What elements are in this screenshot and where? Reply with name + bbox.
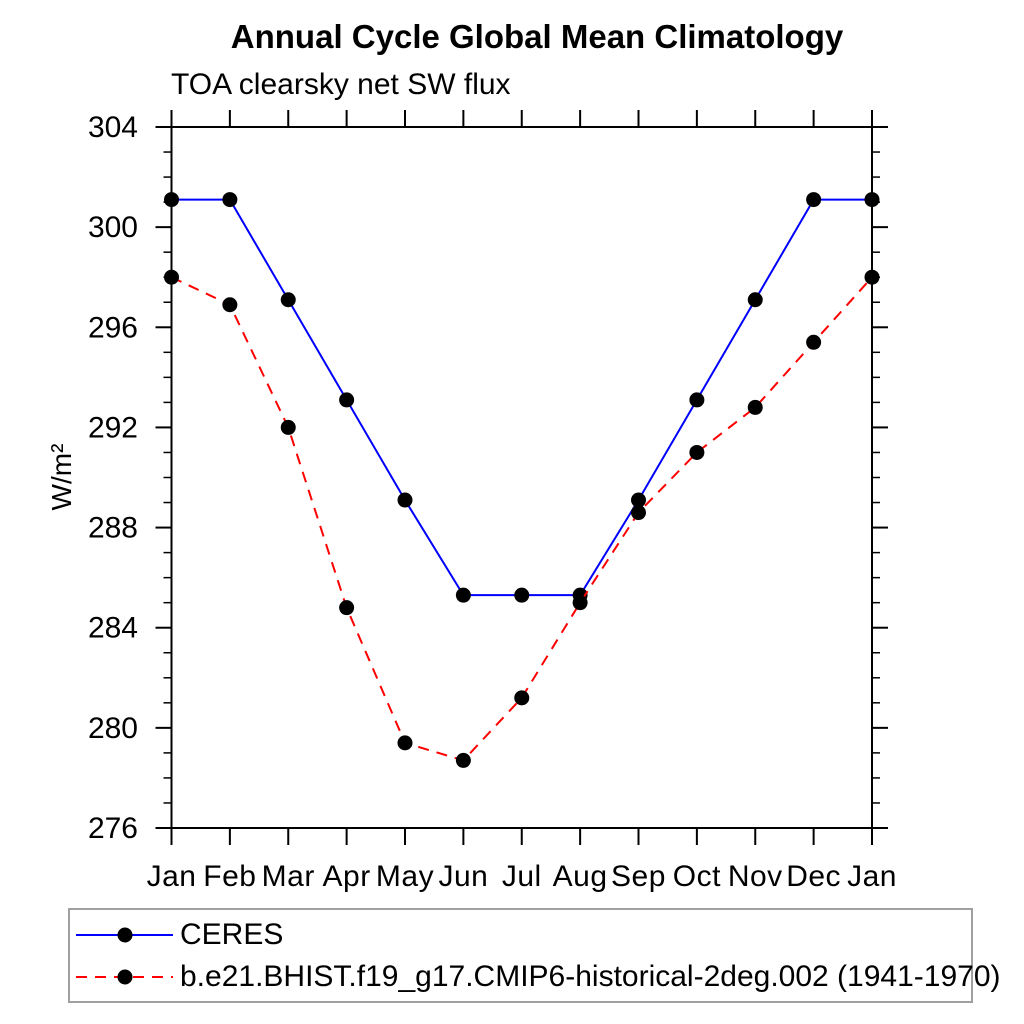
data-point-marker: [806, 334, 822, 350]
data-point-marker: [339, 392, 355, 408]
legend-marker-dot: [117, 927, 133, 943]
data-point-marker: [280, 292, 296, 308]
y-tick-label: 280: [88, 712, 138, 745]
legend-item-ceres: CERES: [70, 914, 971, 956]
y-tick-label: 288: [88, 512, 138, 545]
x-tick-label: Jan: [147, 860, 197, 893]
data-point-marker: [864, 192, 880, 208]
x-tick-label: Oct: [673, 860, 721, 893]
legend-marker-dot: [117, 969, 133, 985]
data-point-marker: [514, 690, 530, 706]
x-tick-label: Jan: [847, 860, 897, 893]
y-tick-label: 300: [88, 211, 138, 244]
y-tick-label: 284: [88, 612, 138, 645]
legend-line-sample-ceres: [76, 927, 173, 943]
data-point-marker: [339, 600, 355, 616]
x-tick-label: Jul: [502, 860, 542, 893]
chart-subtitle: TOA clearsky net SW flux: [171, 68, 511, 101]
x-tick-label: Feb: [203, 860, 256, 893]
data-point-marker: [455, 752, 471, 768]
data-point-marker: [164, 192, 179, 208]
x-tick-label: Mar: [262, 860, 315, 893]
series-line-1: [171, 276, 873, 762]
data-point-marker: [280, 419, 296, 435]
y-tick-label: 304: [88, 111, 138, 144]
data-point-marker: [397, 735, 413, 751]
y-tick-label: 292: [88, 411, 138, 444]
legend-item-model: b.e21.BHIST.f19_g17.CMIP6-historical-2de…: [70, 956, 1001, 998]
data-point-marker: [572, 595, 588, 611]
data-point-marker: [689, 444, 705, 460]
data-point-marker: [806, 192, 822, 208]
x-tick-label: Apr: [323, 860, 371, 893]
x-tick-label: Jun: [438, 860, 488, 893]
data-point-marker: [864, 269, 880, 285]
data-point-marker: [747, 399, 763, 415]
y-tick-label: 296: [88, 311, 138, 344]
y-tick-label: 276: [88, 812, 138, 845]
x-tick-label: Dec: [786, 860, 841, 893]
legend-line-sample-model: [76, 969, 173, 985]
chart-title: Annual Cycle Global Mean Climatology: [230, 18, 844, 55]
legend-label-ceres: CERES: [180, 918, 284, 951]
series-line-0: [171, 198, 872, 597]
legend-box: CERES b.e21.BHIST.f19_g17.CMIP6-historic…: [68, 908, 1001, 1003]
plot-frame: [170, 126, 873, 829]
x-tick-label: Sep: [611, 860, 666, 893]
data-point-marker: [397, 492, 413, 508]
data-point-marker: [164, 269, 179, 285]
data-point-marker: [455, 587, 471, 603]
x-tick-label: Aug: [553, 860, 608, 893]
x-tick-label: May: [376, 860, 434, 893]
data-point-marker: [631, 492, 646, 508]
legend-label-model: b.e21.BHIST.f19_g17.CMIP6-historical-2de…: [180, 960, 1001, 993]
x-tick-label: Nov: [728, 860, 783, 893]
data-point-marker: [222, 192, 238, 208]
data-point-marker: [689, 392, 705, 408]
data-point-marker: [514, 587, 530, 603]
data-point-marker: [222, 297, 238, 313]
data-point-marker: [747, 292, 763, 308]
data-point-marker: [631, 505, 646, 521]
